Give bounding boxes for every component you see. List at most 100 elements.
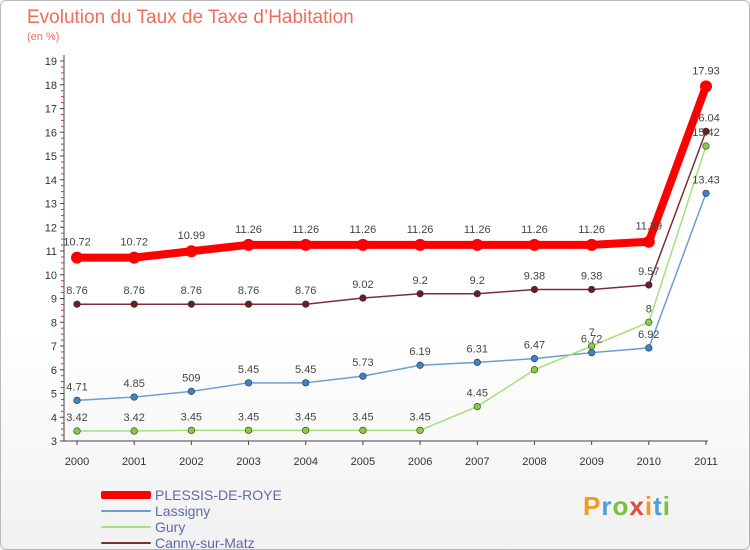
data-label: 5.73 — [352, 357, 373, 369]
data-point — [588, 342, 596, 350]
data-label: 10.99 — [178, 230, 206, 242]
x-tick-label: 2008 — [522, 456, 546, 468]
y-tick-label: 9 — [51, 294, 57, 306]
data-label: 3.45 — [181, 411, 202, 423]
data-label: 9.57 — [638, 266, 659, 278]
y-tick-label: 17 — [45, 104, 57, 116]
data-point — [356, 238, 369, 251]
data-point — [645, 344, 653, 352]
y-tick-label: 13 — [45, 199, 57, 211]
data-point — [471, 238, 484, 251]
data-label: 6.47 — [524, 340, 545, 352]
data-label: 8.76 — [238, 285, 259, 297]
chart-title: Evolution du Taux de Taxe d’Habitation — [27, 7, 354, 28]
data-point — [528, 238, 541, 251]
y-tick-label: 12 — [45, 222, 57, 234]
legend-swatch-lassigny — [101, 510, 151, 512]
y-tick-label: 18 — [45, 80, 57, 92]
data-point — [642, 235, 655, 248]
y-tick-label: 7 — [51, 341, 57, 353]
logo-letter: t — [653, 491, 663, 521]
data-label: 8.76 — [181, 285, 202, 297]
y-tick-label: 5 — [51, 389, 57, 401]
data-point — [244, 426, 253, 434]
y-tick-label: 19 — [45, 56, 57, 68]
data-label: 16.04 — [692, 112, 720, 124]
y-tick-label: 6 — [51, 365, 57, 377]
data-label: 7 — [589, 327, 595, 339]
data-point — [359, 294, 367, 302]
data-point — [185, 245, 198, 258]
data-point — [73, 427, 81, 435]
y-tick-label: 14 — [45, 175, 57, 187]
data-label: 3.45 — [409, 411, 430, 423]
data-label: 8 — [646, 303, 652, 315]
data-point — [359, 426, 367, 434]
data-point — [130, 300, 138, 308]
logo-letter: i — [644, 491, 654, 521]
data-point — [130, 393, 138, 401]
data-label: 9.38 — [524, 270, 545, 282]
y-tick-label: 4 — [51, 412, 57, 424]
data-point — [244, 300, 253, 308]
data-point — [416, 361, 424, 369]
data-label: 10.72 — [120, 237, 148, 249]
legend-label-gury: Gury — [155, 519, 186, 535]
data-point — [702, 189, 710, 197]
x-tick-label: 2006 — [408, 456, 432, 468]
data-point — [645, 281, 653, 289]
data-label: 9.2 — [412, 275, 427, 287]
data-point — [588, 285, 596, 294]
data-label: 9.02 — [352, 279, 373, 291]
data-point — [473, 358, 481, 366]
logo-letter: x — [629, 491, 645, 521]
y-tick-label: 8 — [51, 317, 57, 329]
data-label: 11.39 — [635, 221, 662, 233]
data-label: 5.45 — [238, 364, 259, 376]
data-point — [130, 427, 138, 435]
data-point — [473, 402, 481, 411]
data-point — [416, 290, 424, 298]
data-point — [702, 127, 710, 135]
y-tick-label: 11 — [46, 246, 57, 258]
logo-letter: P — [583, 491, 602, 521]
x-tick-label: 2001 — [122, 456, 146, 468]
series-line — [76, 192, 707, 402]
x-tick-label: 2003 — [236, 456, 260, 468]
data-point — [416, 426, 424, 434]
data-label: 8.76 — [295, 285, 316, 297]
data-label: 5.45 — [295, 364, 316, 376]
legend-label-plessis: PLESSIS-DE-ROYE — [155, 487, 282, 503]
x-tick-label: 2005 — [351, 456, 375, 468]
y-tick-label: 16 — [45, 127, 57, 139]
data-label: 17.93 — [692, 65, 720, 77]
data-point — [700, 80, 712, 93]
data-label: 6.72 — [581, 334, 602, 346]
data-label: 4.45 — [467, 388, 488, 400]
data-point — [302, 300, 310, 308]
data-label: 4.71 — [66, 381, 87, 393]
data-label: 3.45 — [295, 411, 316, 423]
legend-label-lassigny: Lassigny — [155, 503, 211, 519]
chart-subtitle: (en %) — [27, 31, 60, 43]
data-label: 13.43 — [692, 174, 720, 186]
series-line — [76, 145, 707, 432]
legend-label-canny: Canny-sur-Matz — [155, 535, 255, 550]
data-point — [73, 300, 81, 308]
data-point — [530, 366, 539, 374]
data-point — [588, 349, 596, 357]
series-line — [76, 130, 707, 305]
data-point — [702, 142, 710, 150]
data-point — [473, 290, 481, 298]
data-label: 6.92 — [638, 329, 659, 341]
data-point — [244, 379, 253, 387]
data-point — [73, 396, 81, 404]
logo-letter: r — [601, 491, 613, 521]
data-label: 15.42 — [692, 127, 720, 139]
data-label: 11.26 — [464, 224, 491, 236]
y-tick-label: 15 — [45, 151, 57, 163]
data-label: 6.19 — [409, 346, 430, 358]
data-point — [71, 251, 83, 264]
